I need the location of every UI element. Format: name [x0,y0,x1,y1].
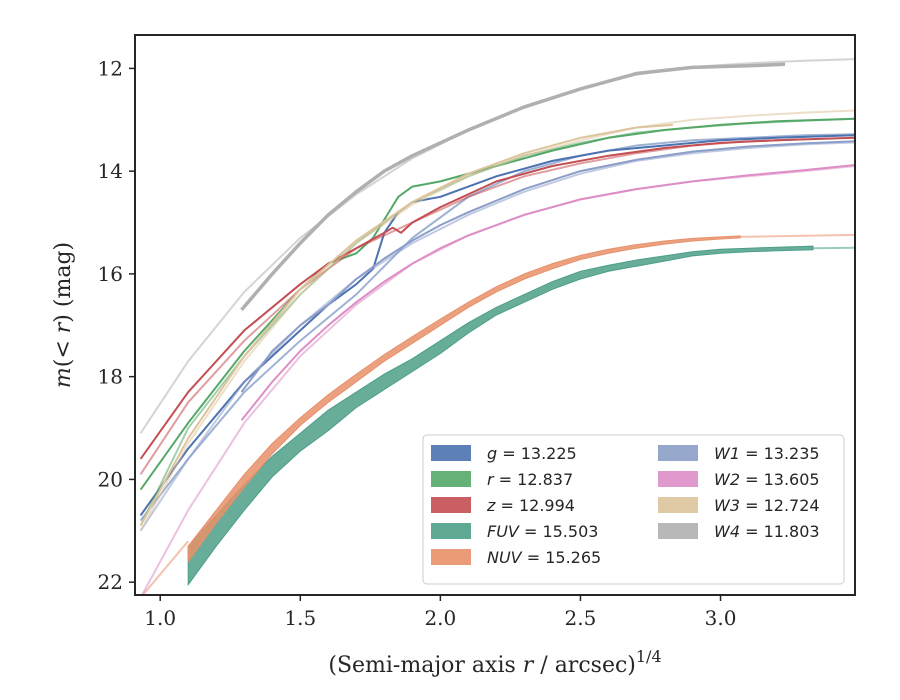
legend-item-w3: W3 = 12.724 [658,496,820,515]
x-tick-label: 2.5 [565,606,597,630]
x-tick-label: 1.5 [284,606,316,630]
legend-swatch [658,445,698,461]
nuv-model-line [141,540,189,595]
y-tick-label: 18 [98,365,123,389]
legend-item-w4: W4 = 11.803 [658,522,820,541]
legend-item-w1: W1 = 13.235 [658,444,820,463]
legend-label: W3 = 12.724 [714,496,820,515]
legend-swatch [658,497,698,513]
w3-model-line [139,109,855,532]
fuv-profile-band [187,245,814,587]
legend-label: z = 12.994 [486,496,575,515]
legend-swatch [431,445,471,461]
legend: g = 13.225 r = 12.837 z = 12.994 FUV = 15.5… [422,434,845,585]
x-tick-label: 2.0 [424,606,456,630]
y-axis-label: m(< r) (mag) [51,242,76,388]
legend-swatch [431,497,471,513]
nuv-profile-band [187,235,741,564]
legend-item-g: g = 13.225 [431,444,577,463]
legend-label: r = 12.837 [487,470,573,489]
legend-item-nuv: NUV = 15.265 [431,548,601,567]
fuv-model-line [812,246,855,250]
z-profile-line [139,136,855,460]
legend-item-z: z = 12.994 [431,496,575,515]
plot-frame [134,34,856,596]
w1-model-line [139,141,855,532]
w2-profile-line [240,164,855,421]
legend-swatch [431,523,471,539]
legend-label: W4 = 11.803 [714,522,820,541]
g-model-line [139,133,855,522]
w4-profile-line [240,62,786,312]
plot-area [139,58,855,595]
legend-label: g = 13.225 [487,444,577,463]
x-tick-label: 1.0 [144,606,176,630]
legend-item-fuv: FUV = 15.503 [431,522,598,541]
legend-item-w2: W2 = 13.605 [658,470,820,489]
legend-label: W1 = 13.235 [714,444,820,463]
w1-profile-line [240,140,855,393]
r-profile-line [139,117,855,491]
z-model-line [139,138,805,475]
w3-profile-line [139,123,673,527]
y-tick-label: 22 [98,570,123,594]
legend-swatch [431,549,471,565]
legend-label: NUV = 15.265 [487,548,601,567]
legend-swatch [658,523,698,539]
legend-swatch [658,471,698,487]
x-tick-label: 3.0 [705,606,737,630]
x-axis-label: (Semi-major axis r / arcsec)1/4 [328,647,661,678]
legend-item-r: r = 12.837 [431,470,573,489]
y-tick-label: 12 [98,56,123,80]
y-tick-label: 16 [98,262,123,286]
legend-swatch [431,471,471,487]
nuv-model-line [740,233,855,238]
y-tick-label: 20 [98,467,123,491]
legend-label: W2 = 13.605 [714,470,820,489]
y-tick-label: 14 [98,159,123,183]
axis-ticks: 1.0 1.5 2.0 2.5 3.0 12 14 16 18 20 22 [98,56,737,630]
legend-label: FUV = 15.503 [487,522,598,541]
legend-box [422,434,845,585]
